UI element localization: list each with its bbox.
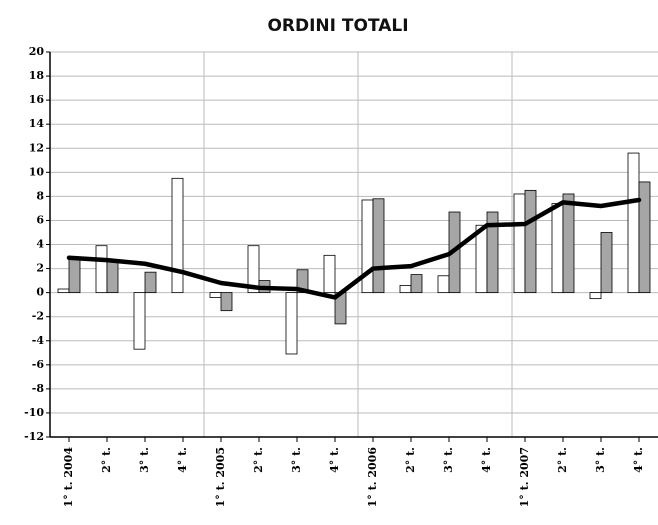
y-tick-label: 18 [29,69,45,82]
bar [486,211,499,294]
bar [209,292,222,298]
y-tick-label: 16 [29,93,45,106]
bar [296,269,309,294]
bar [399,285,412,294]
y-tick-label: -6 [32,358,45,371]
y-tick-label: 10 [29,165,45,178]
bar [551,203,564,294]
bar [638,181,651,294]
x-tick-label: 2° t. [252,447,265,473]
x-tick-label: 3° t. [290,447,303,473]
x-tick-label: 2° t. [556,447,569,473]
bar [57,288,70,294]
bar [285,292,298,355]
bar [144,271,157,294]
y-tick-label: -8 [32,382,45,395]
y-tick-label: 12 [29,141,44,154]
grid [50,51,658,438]
y-tick-label: 2 [36,262,44,275]
y-tick-label: 14 [29,117,45,130]
marks [57,152,651,355]
x-tick-label: 1° t. 2007 [518,447,531,507]
y-tick-label: 8 [36,189,44,202]
x-tick-label: 2° t. [100,447,113,473]
bar [513,193,526,294]
x-tick-label: 1° t. 2006 [366,447,379,508]
x-tick-label: 3° t. [594,447,607,473]
bar [68,258,81,294]
x-tick-label: 3° t. [138,447,151,473]
x-tick-label: 4° t. [328,447,341,473]
bar [627,152,640,294]
bar [133,292,146,350]
x-tick-label: 4° t. [176,447,189,473]
bar [171,177,184,294]
bar [589,292,602,300]
bar [475,224,488,294]
bar [323,254,336,294]
bar [410,274,423,294]
y-tick-label: -12 [24,430,44,443]
x-tick-label: 4° t. [632,447,645,473]
y-tick-label: -10 [24,406,44,419]
x-tick-label: 3° t. [442,447,455,473]
bar [106,259,119,294]
bar [562,193,575,294]
y-tick-label: 0 [36,286,44,299]
line [66,197,642,300]
x-tick-label: 2° t. [404,447,417,473]
bar [220,292,233,312]
x-tick-label: 4° t. [480,447,493,473]
bar [95,245,108,294]
x-tick-label: 1° t. 2004 [62,447,75,508]
y-tick-label: -2 [32,310,44,323]
bar [372,198,385,294]
chart-title: ORDINI TOTALI [267,16,408,36]
y-tick-label: 20 [29,45,45,58]
y-tick-label: 6 [36,213,44,226]
y-tick-label: 4 [36,238,44,251]
bar [524,189,537,294]
x-tick-label: 1° t. 2005 [214,447,227,507]
bar [247,245,260,294]
y-tick-label: -4 [32,334,45,347]
bar [600,232,613,294]
bar [437,275,450,294]
bar [361,199,374,294]
